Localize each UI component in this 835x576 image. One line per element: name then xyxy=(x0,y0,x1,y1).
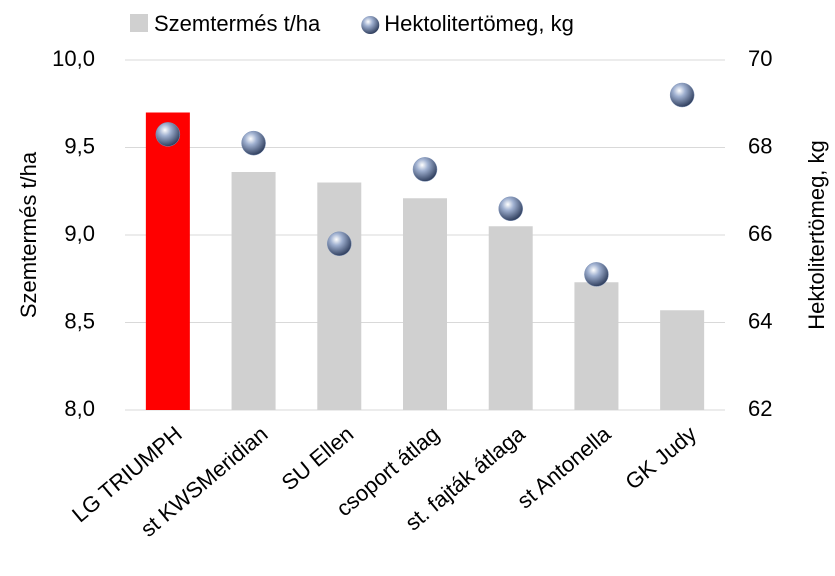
y2-tick-label: 64 xyxy=(748,308,772,333)
point xyxy=(584,262,609,287)
bar xyxy=(574,282,619,410)
bar xyxy=(488,226,533,410)
bar xyxy=(660,310,705,410)
y-tick-label: 8,0 xyxy=(64,396,95,421)
y2-tick-label: 62 xyxy=(748,396,772,421)
y2-tick-label: 66 xyxy=(748,221,772,246)
x-tick-label: st Antonella xyxy=(512,421,616,514)
point xyxy=(241,130,266,156)
y-tick-label: 8,5 xyxy=(64,308,95,333)
y-axis-title: Szemtermés t/ha xyxy=(16,151,41,318)
bar xyxy=(231,172,276,410)
point xyxy=(498,196,523,221)
y-tick-label: 9,0 xyxy=(64,221,95,246)
y2-tick-label: 68 xyxy=(748,133,772,158)
bar xyxy=(145,112,190,410)
legend-label: Hektolitertömeg, kg xyxy=(384,11,574,36)
point xyxy=(412,157,438,182)
point xyxy=(669,82,695,108)
y-tick-label: 9,5 xyxy=(64,133,95,158)
legend-swatch xyxy=(361,16,380,34)
bar xyxy=(403,198,447,410)
y2-axis-title: Hektolitertömeg, kg xyxy=(804,140,829,330)
x-tick-label: SU Ellen xyxy=(277,421,359,495)
point xyxy=(327,231,352,256)
y-tick-label: 10,0 xyxy=(52,46,95,71)
x-tick-label: GK Judy xyxy=(620,421,701,494)
y2-tick-label: 70 xyxy=(748,46,772,71)
point xyxy=(155,122,181,147)
bar xyxy=(317,182,362,410)
legend-label: Szemtermés t/ha xyxy=(154,11,321,36)
legend-swatch xyxy=(130,14,148,32)
